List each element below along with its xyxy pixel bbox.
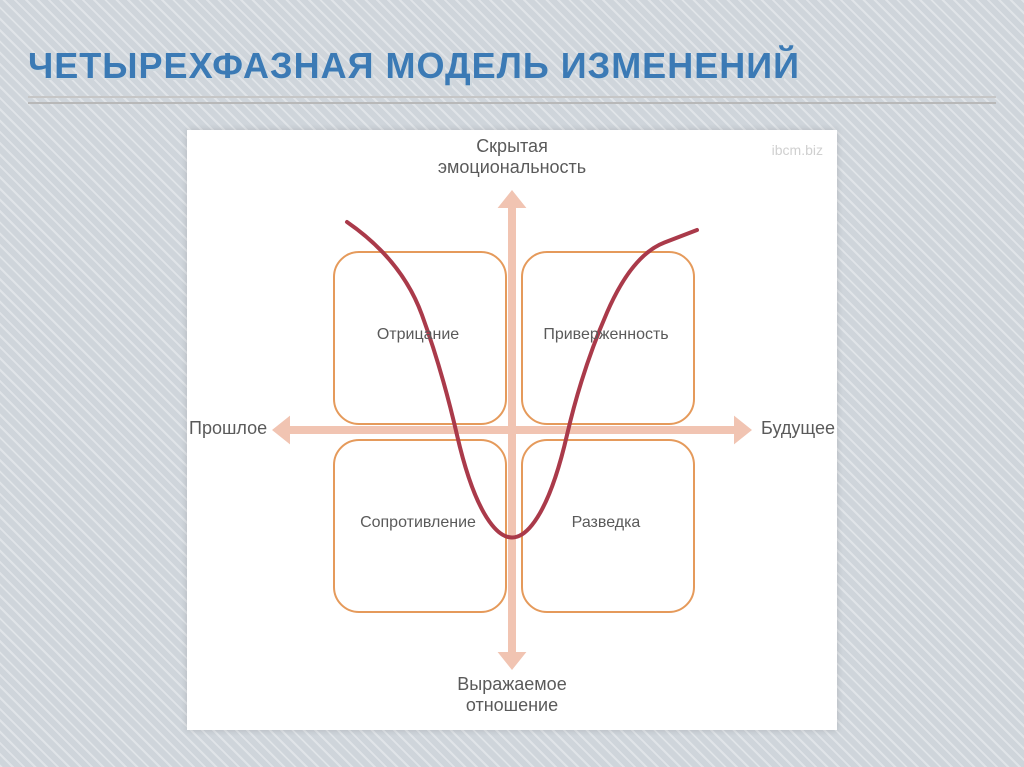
axis-label-bottom-line1: Выражаемое xyxy=(392,674,632,695)
axis-label-bottom-line2: отношение xyxy=(392,695,632,716)
axis-label-top: Скрытая эмоциональность xyxy=(392,136,632,178)
title-area: ЧЕТЫРЕХФАЗНАЯ МОДЕЛЬ ИЗМЕНЕНИЙ xyxy=(28,46,996,104)
diagram: ibcm.biz Скрытая эмоциональность Выражае… xyxy=(187,130,837,730)
axis-label-top-line2: эмоциональность xyxy=(392,157,632,178)
quadrant-label-top-left: Отрицание xyxy=(333,326,503,344)
quadrant-label-bottom-left: Сопротивление xyxy=(333,514,503,532)
title-rule-2 xyxy=(28,102,996,104)
quadrant-label-top-right: Приверженность xyxy=(521,326,691,344)
title-rule xyxy=(28,96,996,98)
slide-title: ЧЕТЫРЕХФАЗНАЯ МОДЕЛЬ ИЗМЕНЕНИЙ xyxy=(28,46,996,86)
quadrant-label-bottom-right: Разведка xyxy=(521,514,691,532)
axis-label-left: Прошлое xyxy=(189,418,268,439)
slide: ЧЕТЫРЕХФАЗНАЯ МОДЕЛЬ ИЗМЕНЕНИЙ ibcm.biz … xyxy=(0,0,1024,767)
axis-label-top-line1: Скрытая xyxy=(392,136,632,157)
curve-svg xyxy=(187,130,837,730)
axis-label-right: Будущее xyxy=(754,418,835,439)
axis-label-bottom: Выражаемое отношение xyxy=(392,674,632,716)
